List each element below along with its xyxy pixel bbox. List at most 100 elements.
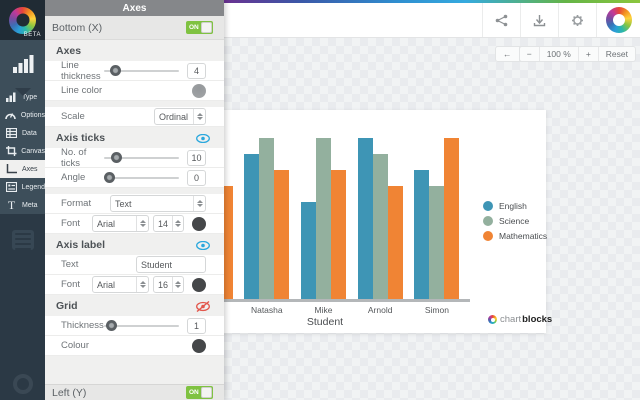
panel-title: Axes xyxy=(45,0,224,16)
chart-legend: English Science Mathematics xyxy=(483,198,547,243)
x-axis-line xyxy=(180,299,470,302)
app-sidebar: BETA Type Options Data xyxy=(0,0,45,400)
panel-body: Axes Line thickness 4 Line color Scale O… xyxy=(45,40,224,384)
bar-english-mike xyxy=(301,202,316,299)
label-font-size-select[interactable]: 16 xyxy=(153,276,184,293)
sidebar-item-canvas[interactable]: Canvas xyxy=(0,142,45,160)
brand-gradient-strip xyxy=(224,0,640,3)
sidebar-item-axes[interactable]: Axes xyxy=(0,160,45,178)
legend-label: Mathematics xyxy=(499,230,548,241)
app-logo[interactable]: BETA xyxy=(0,0,45,40)
chart-canvas[interactable]: ← → − 100 % + Reset Student NatashaMikeA… xyxy=(180,38,640,400)
grid-colour-row: Colour xyxy=(45,336,224,356)
zoom-reset-button[interactable]: Reset xyxy=(597,47,635,61)
gauge-icon xyxy=(5,110,17,120)
line-thickness-row: Line thickness 4 xyxy=(45,60,224,82)
no-of-ticks-slider[interactable] xyxy=(104,152,179,163)
data-table-icon xyxy=(5,128,18,138)
line-thickness-slider[interactable] xyxy=(104,65,179,76)
download-button[interactable] xyxy=(520,3,558,37)
share-icon xyxy=(495,14,508,26)
bar-chart-icon xyxy=(12,55,33,73)
ticks-font-row: Font Arial 14 xyxy=(45,214,224,234)
chartblocks-logo-button[interactable] xyxy=(596,3,640,37)
undo-button[interactable]: ← xyxy=(503,49,512,59)
format-select[interactable]: Text xyxy=(110,195,206,212)
settings-button[interactable] xyxy=(558,3,596,37)
line-thickness-value[interactable]: 4 xyxy=(187,62,206,79)
format-row: Format Text xyxy=(45,194,224,214)
left-y-toggle[interactable]: ON xyxy=(186,386,213,399)
select-arrows-icon xyxy=(172,277,183,292)
label-font-color-swatch[interactable] xyxy=(192,277,206,292)
section-grid: Grid xyxy=(45,295,224,316)
bar-mathematics-arnold xyxy=(387,186,403,299)
x-tick-label: Natasha xyxy=(250,305,283,315)
x-tick-label: Simon xyxy=(424,305,449,315)
grid-thickness-value[interactable]: 1 xyxy=(187,317,206,334)
download-icon xyxy=(533,14,546,26)
toggle-knob xyxy=(201,22,212,33)
no-of-ticks-row: No. of ticks 10 xyxy=(45,147,224,169)
sidebar-item-legend[interactable]: Legend xyxy=(0,178,45,196)
chart-card[interactable]: Student Natasha Mike Arnold Simon English Sc… xyxy=(180,110,552,333)
bottom-x-toggle[interactable]: ON xyxy=(186,21,213,34)
left-y-bar: Left (Y) ON xyxy=(45,384,224,400)
bar-science-simon xyxy=(429,186,445,299)
angle-row: Angle 0 xyxy=(45,168,224,188)
bar-mathematics-simon xyxy=(444,138,460,299)
sidebar-item-options[interactable]: Options xyxy=(0,106,45,124)
builder-menu: Type Options Data Canvas Axes xyxy=(0,88,45,214)
x-tick-label: Arnold xyxy=(367,305,393,315)
loader-ring-icon xyxy=(12,374,33,394)
line-color-swatch[interactable] xyxy=(192,83,206,98)
axes-icon xyxy=(5,164,18,174)
legend-item-science: Science xyxy=(483,213,547,228)
active-section-notch xyxy=(14,88,31,96)
bottom-x-bar: Bottom (X) ON xyxy=(45,16,224,40)
visibility-off-eye-icon[interactable] xyxy=(196,300,210,312)
visibility-eye-icon[interactable] xyxy=(196,240,210,250)
section-axis-label: Axis label xyxy=(45,234,224,255)
main-area: ← → − 100 % + Reset Student NatashaMikeA… xyxy=(180,0,640,400)
chart-list-icon[interactable] xyxy=(11,230,34,250)
canvas-crop-icon xyxy=(5,146,17,156)
scale-select[interactable]: Ordinal xyxy=(154,108,206,125)
legend-icon xyxy=(5,182,18,192)
x-axis-label: Student xyxy=(306,316,344,328)
scale-row: Scale Ordinal xyxy=(45,107,224,127)
grid-colour-swatch[interactable] xyxy=(192,338,206,353)
share-button[interactable] xyxy=(482,3,520,37)
zoom-level: 100 % xyxy=(538,47,578,61)
angle-slider[interactable] xyxy=(104,172,179,183)
select-arrows-icon xyxy=(193,109,205,124)
bottom-x-label: Bottom (X) xyxy=(52,21,103,34)
no-of-ticks-value[interactable]: 10 xyxy=(187,149,206,166)
zoom-out-button[interactable]: − xyxy=(526,49,532,59)
label-font-family-select[interactable]: Arial xyxy=(92,276,149,293)
grid-thickness-slider[interactable] xyxy=(104,320,179,331)
sidebar-lower xyxy=(0,214,45,250)
meta-text-icon: T xyxy=(7,198,16,212)
zoom-in-button[interactable]: + xyxy=(577,47,598,61)
ticks-font-color-swatch[interactable] xyxy=(192,216,206,231)
legend-label: Science xyxy=(499,215,530,226)
bar-science-natasha xyxy=(259,138,275,299)
ticks-font-size-select[interactable]: 14 xyxy=(153,215,184,232)
bar-science-arnold xyxy=(372,154,388,299)
sidebar-item-meta[interactable]: T Meta xyxy=(0,196,45,214)
legend-swatch xyxy=(483,230,493,241)
sidebar-item-data[interactable]: Data xyxy=(0,124,45,142)
angle-value[interactable]: 0 xyxy=(187,169,206,186)
gear-icon xyxy=(572,14,583,26)
x-tick-label: Mike xyxy=(314,305,333,315)
axis-label-text-input[interactable] xyxy=(136,256,206,273)
zoom-controls: − 100 % + Reset xyxy=(518,46,636,62)
chart-builder-icon-block[interactable] xyxy=(0,40,45,96)
bar-mathematics-natasha xyxy=(274,170,290,299)
select-arrows-icon xyxy=(172,216,183,231)
ticks-font-family-select[interactable]: Arial xyxy=(92,215,149,232)
visibility-eye-icon[interactable] xyxy=(196,133,210,143)
bar-english-arnold xyxy=(357,138,373,299)
sidebar-item-type[interactable]: Type xyxy=(0,88,45,106)
